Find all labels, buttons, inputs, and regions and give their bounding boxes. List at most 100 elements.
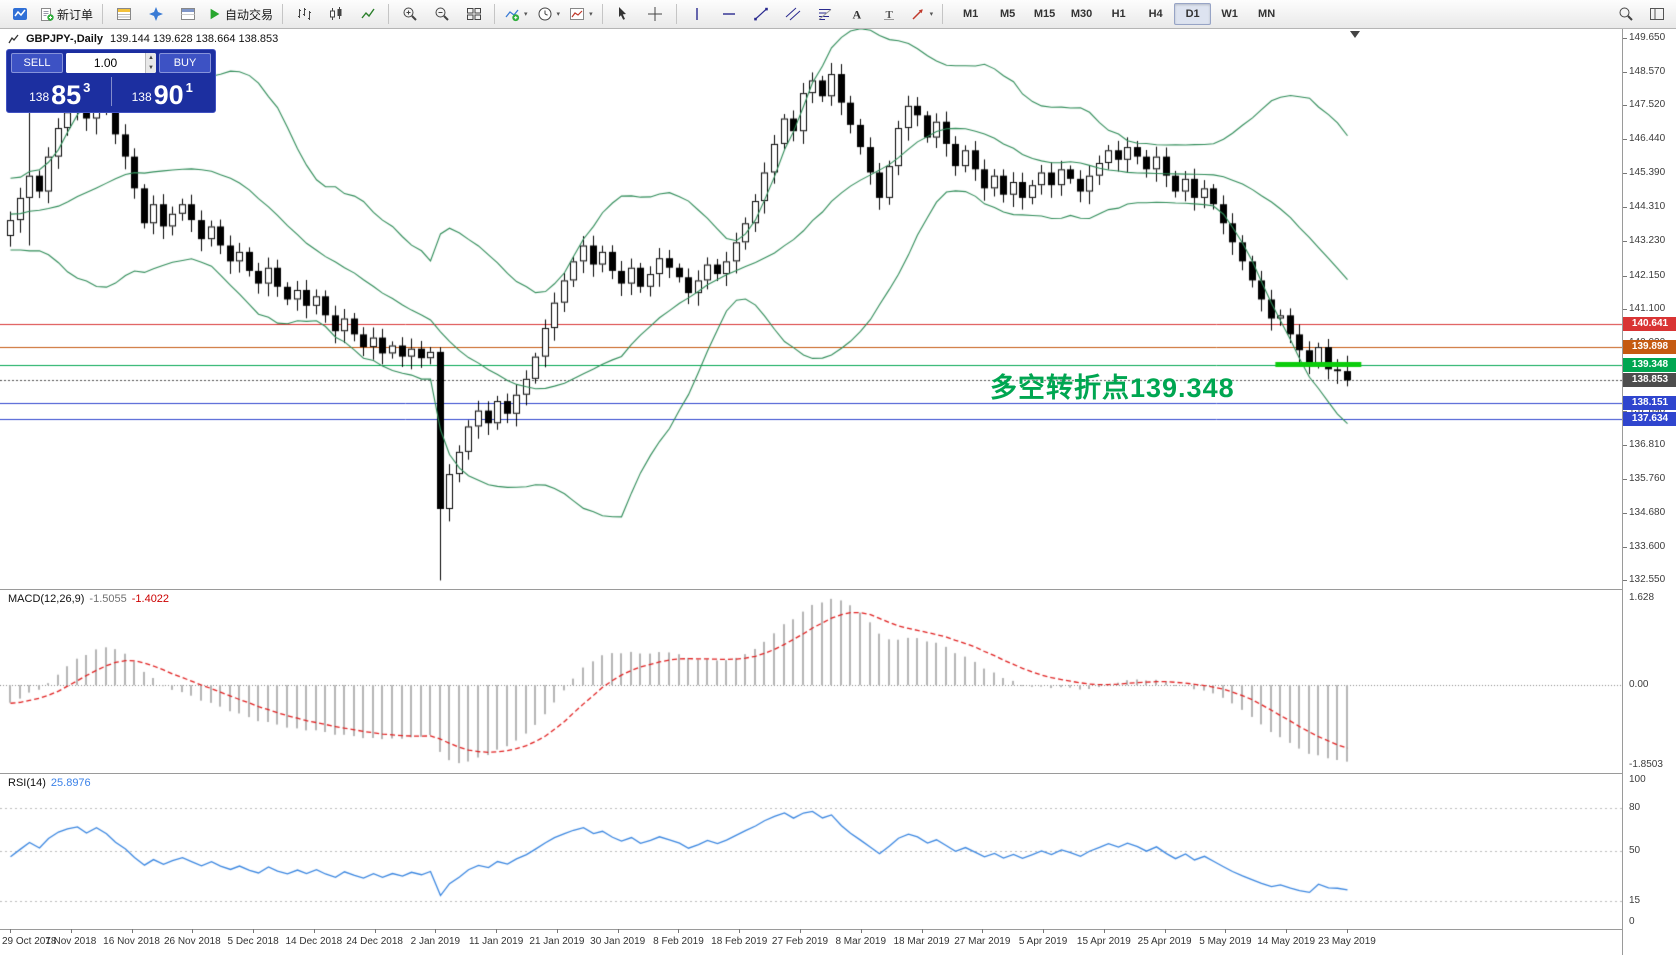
line-chart-button[interactable] — [352, 2, 383, 26]
text-label-button[interactable]: T — [874, 2, 905, 26]
toolbar-separator — [942, 4, 944, 24]
timeframe-M15[interactable]: M15 — [1033, 8, 1056, 20]
panel-divider[interactable] — [0, 589, 1676, 590]
buy-price-main: 90 — [153, 79, 184, 110]
rsi-scale-tick: 15 — [1629, 894, 1641, 906]
fibonacci-button[interactable] — [810, 2, 841, 26]
rsi-scale-tick: 0 — [1629, 915, 1635, 927]
timeframe-D1[interactable]: D1 — [1174, 3, 1212, 25]
toolbar-separator — [282, 4, 284, 24]
sell-button[interactable]: SELL — [11, 53, 63, 73]
horizontal-line-button[interactable] — [714, 2, 745, 26]
date-label: 5 Apr 2019 — [1018, 936, 1068, 947]
tile-windows-button[interactable] — [458, 2, 489, 26]
rsi-chart-canvas[interactable] — [0, 773, 1622, 929]
trendline-button[interactable] — [746, 2, 777, 26]
date-label: 27 Mar 2019 — [954, 936, 1011, 947]
rsi-indicator-label: RSI(14) 25.8976 — [8, 777, 91, 789]
macd-value-main: -1.5055 — [89, 593, 127, 605]
panels-button[interactable] — [1641, 2, 1672, 26]
buy-price-button[interactable]: 138 90 1 — [114, 75, 212, 108]
channel-button[interactable] — [778, 2, 809, 26]
lot-size-input[interactable] — [66, 53, 145, 73]
panel-divider[interactable] — [0, 773, 1676, 774]
price-scale[interactable]: 149.650 148.570 147.520 146.440 145.390 144.3… — [1622, 29, 1676, 955]
arrow-object-icon — [912, 9, 923, 20]
timeframe-M1[interactable]: M1 — [962, 8, 979, 20]
bar-chart-icon — [297, 8, 311, 20]
new-order-button[interactable]: 新订单 — [36, 2, 97, 26]
toolbar-separator — [601, 4, 603, 24]
time-tick-mark — [557, 929, 558, 933]
cursor-button[interactable] — [608, 2, 639, 26]
price-tick-mark — [1623, 479, 1627, 480]
price-tick-mark — [1623, 276, 1627, 277]
zoom-out-button[interactable] — [426, 2, 457, 26]
search-button[interactable] — [1610, 2, 1641, 26]
main-toolbar: 新订单 自动交易 ▾ ▾ ▾ A T ▾ M1 M5 M15 M30 H1 H4 D1 W1 M… — [0, 0, 1676, 29]
panel-divider — [0, 929, 1676, 930]
arrows-button[interactable]: ▾ — [906, 2, 938, 26]
price-tick-mark — [1623, 309, 1627, 310]
horizontal-line-icon — [723, 13, 736, 15]
templates-button[interactable]: ▾ — [565, 2, 597, 26]
price-tick-mark — [1623, 547, 1627, 548]
macd-scale-max: 1.628 — [1629, 592, 1655, 603]
timeframe-H4[interactable]: H4 — [1148, 8, 1163, 20]
vertical-line-button[interactable] — [682, 2, 713, 26]
cursor-arrow-icon — [619, 7, 627, 20]
macd-value-signal: -1.4022 — [131, 593, 170, 605]
zoom-in-button[interactable] — [394, 2, 425, 26]
price-tick: 141.100 — [1629, 303, 1666, 314]
timeframe-H1[interactable]: H1 — [1111, 8, 1126, 20]
indicators-button[interactable]: ▾ — [500, 2, 532, 26]
sell-price-button[interactable]: 138 85 3 — [11, 75, 109, 108]
market-watch-button[interactable] — [108, 2, 139, 26]
buy-price-prefix: 138 — [131, 90, 152, 104]
bar-chart-button[interactable] — [288, 2, 319, 26]
time-tick-mark — [132, 929, 133, 933]
price-tick: 136.810 — [1629, 439, 1666, 451]
timeframe-W1[interactable]: W1 — [1221, 8, 1238, 20]
price-line-label: 139.348 — [1623, 357, 1676, 372]
line-chart-icon — [360, 8, 375, 19]
new-order-icon — [41, 7, 54, 21]
lot-decrease-button[interactable]: ▼ — [148, 65, 154, 71]
date-label: 5 May 2019 — [1199, 936, 1252, 947]
price-tick: 148.570 — [1629, 65, 1666, 77]
periods-button[interactable]: ▾ — [533, 2, 565, 26]
time-tick-mark — [496, 929, 497, 933]
terminal-button[interactable] — [172, 2, 203, 26]
text-label-icon: T — [884, 9, 895, 21]
time-tick-mark — [618, 929, 619, 933]
indicators-icon — [505, 9, 520, 22]
candlestick-chart-icon — [329, 7, 342, 20]
autotrading-button[interactable]: 自动交易 — [204, 2, 277, 26]
buy-button[interactable]: BUY — [159, 53, 211, 73]
price-tick: 144.310 — [1629, 201, 1666, 213]
rsi-scale-tick: 100 — [1629, 774, 1646, 786]
timeframe-M30[interactable]: M30 — [1070, 8, 1093, 20]
candlestick-chart-button[interactable] — [320, 2, 351, 26]
text-button[interactable]: A — [842, 2, 873, 26]
macd-chart-canvas[interactable] — [0, 589, 1622, 773]
price-tick: 132.550 — [1629, 574, 1666, 586]
lot-spinner: ▲ ▼ — [145, 53, 156, 73]
rsi-scale-tick: 80 — [1629, 802, 1641, 814]
date-label: 30 Jan 2019 — [590, 936, 646, 947]
timeframe-M5[interactable]: M5 — [999, 8, 1016, 20]
chart-annotation[interactable]: 多空转折点139.348 — [990, 373, 1235, 403]
timeframe-MN[interactable]: MN — [1258, 8, 1276, 20]
date-label: 18 Feb 2019 — [711, 936, 768, 947]
navigator-button[interactable] — [140, 2, 171, 26]
crosshair-button[interactable] — [640, 2, 671, 26]
date-label: 27 Feb 2019 — [771, 936, 829, 947]
price-chart-canvas[interactable] — [0, 29, 1622, 589]
sell-price-main: 85 — [51, 79, 82, 110]
chart-shift-marker[interactable] — [1350, 31, 1360, 38]
lot-increase-button[interactable]: ▲ — [148, 55, 154, 61]
price-tick-mark — [1623, 173, 1627, 174]
time-axis[interactable]: 29 Oct 2018 7 Nov 2018 16 Nov 2018 26 Nov 2… — [0, 929, 1622, 955]
time-tick-mark — [375, 929, 376, 933]
rsi-name: RSI(14) — [8, 777, 46, 789]
